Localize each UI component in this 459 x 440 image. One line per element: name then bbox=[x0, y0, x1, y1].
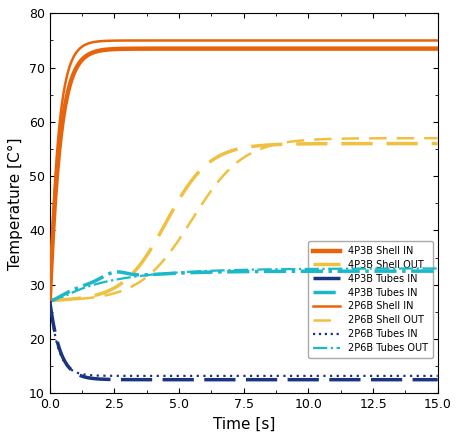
X-axis label: Time [s]: Time [s] bbox=[212, 417, 274, 432]
Y-axis label: Temperature [C°]: Temperature [C°] bbox=[8, 137, 23, 270]
Legend: 4P3B Shell IN, 4P3B Shell OUT, 4P3B Tubes IN, 4P3B Tubes IN, 2P6B Shell IN, 2P6B: 4P3B Shell IN, 4P3B Shell OUT, 4P3B Tube… bbox=[308, 241, 432, 358]
